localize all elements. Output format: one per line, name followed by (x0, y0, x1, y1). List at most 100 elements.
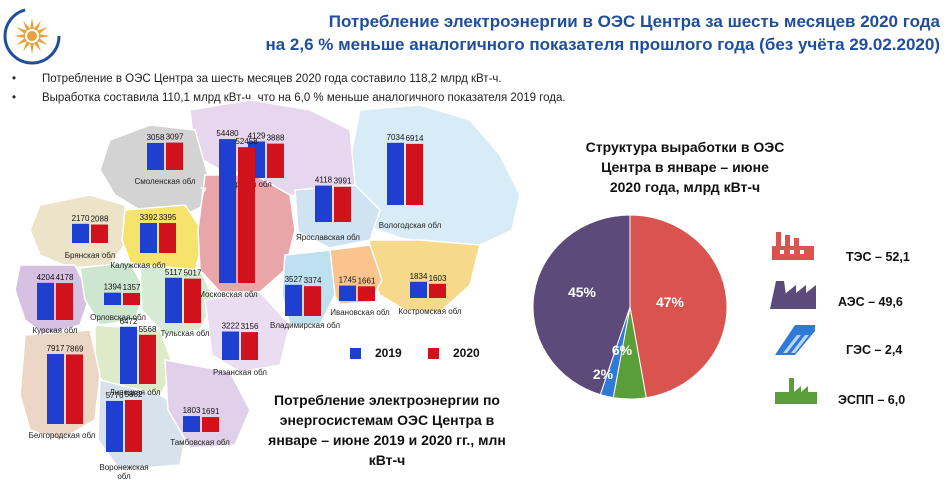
legend-essp: ЭСПП – 6,0 (838, 393, 906, 407)
bar-value-2019: 54480 (216, 129, 239, 138)
region-name: Тульская обл (160, 329, 209, 338)
bar-2020 (91, 224, 108, 243)
bar-value-2020: 5568 (139, 325, 157, 334)
bar-value-2020: 5882 (125, 390, 143, 399)
region-name: Брянская обл (65, 251, 116, 260)
bar-value-2019: 1745 (339, 276, 357, 285)
bar-2020 (334, 186, 351, 222)
bar-value-2019: 1834 (410, 272, 428, 281)
bar-2020 (66, 354, 83, 424)
bar-2019 (47, 354, 64, 424)
region-name: Калужская обл (110, 261, 166, 270)
bar-value-2019: 4204 (37, 273, 55, 282)
legend-tes: ТЭС – 52,1 (846, 250, 910, 264)
bar-value-2020: 3097 (166, 133, 184, 142)
bar-value-2019: 3222 (222, 322, 240, 331)
bar-2019 (37, 282, 54, 320)
legend-swatch-2019 (350, 347, 361, 359)
region-name: Смоленская обл (134, 177, 195, 186)
bar-value-2020: 1357 (123, 283, 141, 292)
bar-value-2020: 3395 (159, 213, 177, 222)
bar-2019 (165, 277, 182, 323)
bar-2019 (219, 139, 236, 283)
bullet-dot-icon: • (12, 92, 17, 104)
title-line-2: на 2,6 % меньше аналогичного показателя … (265, 35, 940, 54)
bar-2019 (106, 400, 123, 452)
bar-value-2019: 1803 (183, 406, 201, 415)
bar-2020 (202, 417, 219, 432)
page-title: Потребление электроэнергии в ОЭС Центра … (210, 10, 940, 56)
bar-2020 (56, 283, 73, 320)
bar-2020 (139, 334, 156, 384)
bar-value-2019: 3058 (147, 133, 165, 142)
company-logo (2, 6, 62, 66)
bar-value-2020: 52458 (235, 137, 258, 146)
region-name: Рязанская обл (213, 368, 267, 377)
bar-value-2020: 6914 (406, 134, 424, 143)
bar-2020 (429, 283, 446, 298)
bar-value-2019: 5117 (165, 268, 183, 277)
region-name: Ярославская обл (296, 233, 360, 242)
bar-value-2020: 3888 (267, 134, 285, 143)
legend-2020: 2020 (428, 346, 480, 360)
summary-bullets: • Потребление в ОЭС Центра за шесть месяц… (12, 70, 566, 108)
bar-2019 (183, 416, 200, 432)
region-name: Костромская обл (398, 307, 462, 316)
bar-2019 (104, 292, 121, 305)
bar-value-2020: 5017 (184, 269, 202, 278)
pie-chart-title: Структура выработки в ОЭС Центра в январ… (585, 139, 785, 195)
bar-2019 (285, 284, 302, 316)
region-name: Московская обл (198, 290, 258, 299)
region-name: Белгородская обл (29, 431, 96, 440)
bar-value-2020: 1661 (358, 276, 376, 285)
bar-value-2020: 3374 (304, 276, 322, 285)
legend-2019: 2019 (350, 346, 402, 360)
bar-value-2019: 6472 (120, 317, 138, 326)
bar-value-2019: 3527 (285, 275, 303, 284)
bar-2019 (222, 331, 239, 360)
bar-value-2019: 5776 (106, 391, 124, 400)
bar-2020 (241, 332, 258, 360)
bullet-dot-icon: • (12, 73, 17, 85)
bar-value-2020: 1691 (202, 407, 220, 416)
map-chart-title: Потребление электроэнергии по энергосист… (268, 392, 506, 468)
region-name: Вологодская обл (379, 221, 442, 230)
bar-value-2019: 3392 (140, 213, 158, 222)
bar-2019 (120, 326, 137, 384)
bar-value-2019: 2170 (72, 214, 90, 223)
region-name: Орловская обл (90, 313, 146, 322)
bar-2020 (358, 286, 375, 301)
bar-2020 (267, 143, 284, 178)
region-name: Курская обл (32, 326, 77, 335)
title-line-1: Потребление электроэнергии в ОЭС Центра … (328, 12, 940, 31)
bar-2019 (147, 142, 164, 170)
bar-value-2019: 7034 (387, 133, 405, 142)
bar-2019 (410, 281, 427, 298)
bar-2020 (125, 399, 142, 452)
bar-value-2019: 1394 (104, 283, 122, 292)
bar-value-2019: 7917 (47, 344, 65, 353)
region-name: Липецкая обл (109, 388, 160, 397)
legend-label-2019: 2019 (375, 346, 402, 360)
legend-swatch-2020 (428, 347, 439, 359)
legend-label-2020: 2020 (453, 346, 480, 360)
bar-2020 (159, 222, 176, 253)
region-name: Владимирская обл (270, 321, 340, 330)
bar-2020 (166, 142, 183, 170)
bar-value-2020: 4178 (56, 273, 74, 282)
bar-2020 (238, 147, 255, 283)
bar-value-2020: 1603 (429, 274, 447, 283)
bar-2020 (184, 278, 201, 323)
bar-value-2019: 4129 (248, 131, 266, 140)
bar-2019 (315, 185, 332, 222)
bar-value-2020: 7869 (66, 344, 84, 353)
bar-2020 (304, 286, 321, 316)
bullet-item: • Потребление в ОЭС Центра за шесть месяц… (12, 70, 566, 89)
region-name: Ивановская обл (330, 308, 390, 317)
legend-ges: ГЭС – 2,4 (846, 343, 903, 357)
bullet-item: • Выработка составила 110,1 млрд кВт-ч, ч… (12, 89, 566, 108)
bar-2019 (339, 285, 356, 301)
bar-2019 (387, 142, 404, 205)
bar-value-2020: 3156 (241, 322, 259, 331)
